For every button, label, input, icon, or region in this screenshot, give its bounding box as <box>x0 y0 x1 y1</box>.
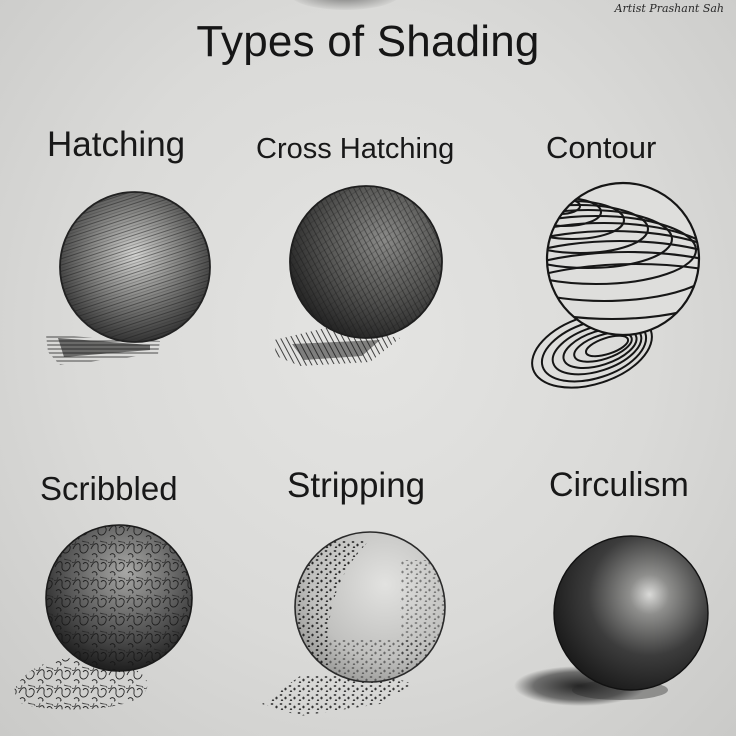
label-scribbled: Scribbled <box>40 470 178 507</box>
page-title: Types of Shading <box>196 17 540 66</box>
artist-signature: Artist Prashant Sah <box>614 2 724 15</box>
hatching-sphere <box>46 191 211 365</box>
stripping-sphere <box>262 531 446 716</box>
label-hatching: Hatching <box>47 125 186 164</box>
label-stripping: Stripping <box>287 466 426 505</box>
graphite-smudge <box>290 0 400 10</box>
circulism-sphere <box>514 535 709 706</box>
label-contour: Contour <box>546 130 657 165</box>
label-circulism: Circulism <box>549 466 689 504</box>
contour-sphere <box>531 181 701 389</box>
cross-hatching-sphere <box>274 185 443 366</box>
scribbled-sphere <box>14 524 193 710</box>
label-cross-hatching: Cross Hatching <box>256 133 455 165</box>
